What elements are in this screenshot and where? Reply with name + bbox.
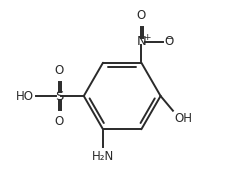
Text: O: O [54, 64, 63, 77]
Text: S: S [55, 89, 63, 103]
Text: OH: OH [174, 112, 192, 125]
Text: HO: HO [16, 89, 34, 103]
Text: H₂N: H₂N [92, 150, 114, 163]
Text: −: − [166, 33, 173, 42]
Text: O: O [54, 115, 63, 128]
Text: O: O [164, 35, 174, 48]
Text: O: O [137, 9, 146, 22]
Text: N: N [136, 35, 146, 48]
Text: +: + [143, 33, 151, 42]
